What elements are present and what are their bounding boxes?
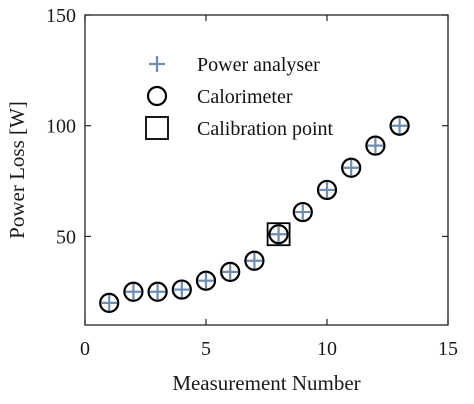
power-analyser-point xyxy=(101,294,118,311)
power-analyser-point xyxy=(294,204,311,221)
legend-label: Calibration point xyxy=(197,118,334,140)
power-analyser-point xyxy=(222,263,239,280)
legend-marker xyxy=(149,56,165,72)
power-analyser-point xyxy=(173,281,190,298)
x-tick-label: 10 xyxy=(317,338,337,360)
y-tick-label: 50 xyxy=(56,226,76,248)
power-analyser-point xyxy=(149,283,166,300)
calorimeter-point xyxy=(316,179,338,201)
power-analyser-point xyxy=(343,159,360,176)
y-axis-label: Power Loss [W] xyxy=(5,101,29,239)
calorimeter-point xyxy=(389,115,410,136)
calorimeter-point xyxy=(244,250,265,271)
calorimeter-point xyxy=(341,157,362,178)
calorimeter-point xyxy=(365,135,386,156)
x-tick-label: 0 xyxy=(80,338,90,360)
x-tick-label: 15 xyxy=(438,338,458,360)
plot-frame xyxy=(84,14,449,326)
power-analyser-point xyxy=(198,272,214,289)
power-analyser-point xyxy=(391,117,408,134)
power-analyser-point xyxy=(246,252,263,269)
calorimeter-point xyxy=(147,281,168,302)
power-analyser-point xyxy=(367,137,384,154)
calorimeter-point xyxy=(123,281,144,302)
calorimeter-point xyxy=(220,261,241,282)
legend-label: Power analyser xyxy=(197,54,320,76)
legend-label: Calorimeter xyxy=(197,86,293,108)
y-tick-label: 100 xyxy=(46,116,76,138)
y-tick-label: 150 xyxy=(46,5,76,27)
axes: 0 5 10 15 50 100 150 xyxy=(46,5,458,360)
plot-area xyxy=(84,14,449,326)
calibration-point xyxy=(266,222,291,247)
data-marks xyxy=(99,115,410,313)
calorimeter-point xyxy=(99,292,120,313)
x-axis-label: Measurement Number xyxy=(172,371,360,395)
power-analyser-point xyxy=(125,283,142,300)
calorimeter-point xyxy=(195,270,217,291)
power-analyser-point xyxy=(270,226,287,243)
legend-marker xyxy=(146,85,168,107)
legend-marker xyxy=(145,116,169,140)
x-tick-label: 5 xyxy=(201,338,211,360)
calorimeter-point xyxy=(171,279,192,300)
legend: Power analyser Calorimeter Calibration poi… xyxy=(145,54,334,140)
calorimeter-point xyxy=(292,201,313,223)
calorimeter-point xyxy=(268,224,289,245)
power-analyser-point xyxy=(319,181,335,198)
